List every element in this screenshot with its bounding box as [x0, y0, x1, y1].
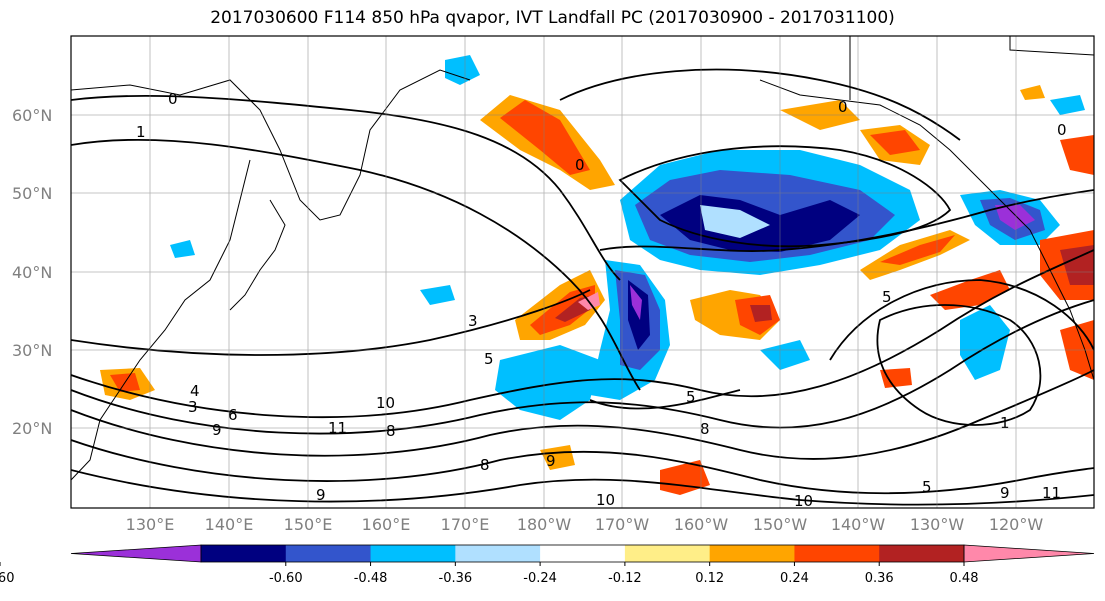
lon-label: 130°W	[910, 515, 965, 534]
contour-label: 9	[1000, 484, 1010, 502]
contour-label: 0	[168, 90, 178, 108]
lon-label: 140°W	[831, 515, 886, 534]
colorbar-tick-label: -0.48	[354, 571, 388, 586]
contour-label: 10	[794, 492, 813, 510]
colorbar-tick-label: 0.60	[0, 571, 14, 586]
colorbar-outline	[200, 544, 965, 563]
map-frame	[70, 35, 1095, 509]
contour-label: 5	[922, 478, 932, 496]
contour-label: 9	[546, 452, 556, 470]
colorbar-segment	[540, 545, 626, 562]
lat-label: 60°N	[12, 106, 52, 125]
contour-label: 5	[686, 388, 696, 406]
lat-label: 30°N	[12, 341, 52, 360]
contour-label: 0	[1057, 121, 1067, 139]
lon-label: 170°W	[595, 515, 650, 534]
contour-label: 3	[468, 312, 478, 330]
colorbar-tick-label: -0.24	[523, 571, 557, 586]
contour-label: 5	[882, 288, 892, 306]
contour-label: 5	[484, 350, 494, 368]
colorbar-segment	[709, 545, 795, 562]
lon-label: 140°E	[205, 515, 254, 534]
contour-label: 10	[596, 491, 615, 509]
contour-label: 8	[700, 420, 710, 438]
lon-label: 160°W	[674, 515, 729, 534]
colorbar-tick-label: 0.24	[780, 571, 809, 586]
colorbar-tick-label: -0.12	[608, 571, 642, 586]
contour-label-group: 0 1 0 0 0 3 5 4 3 5 6 9 11 8 10 8 9 9 10…	[136, 90, 1067, 510]
contour-label: 3	[188, 398, 198, 416]
contour-label: 4	[190, 382, 200, 400]
contour-label: 0	[838, 98, 848, 116]
lat-label: 50°N	[12, 184, 52, 203]
lat-label: 20°N	[12, 419, 52, 438]
colorbar-segment	[201, 545, 287, 562]
colorbar-segment	[624, 545, 711, 562]
colorbar-tick-label: 0.36	[865, 571, 894, 586]
colorbar-segment	[70, 544, 202, 563]
colorbar-segment	[455, 545, 541, 562]
map-title: 2017030600 F114 850 hPa qvapor, IVT Land…	[210, 8, 895, 28]
lon-label: 120°W	[989, 515, 1044, 534]
colorbar-segment	[879, 545, 965, 562]
colorbar-tick-label: 0.48	[950, 571, 979, 586]
contour-label: 10	[376, 394, 395, 412]
colorbar: -0.60 -0.48 -0.36 -0.24 -0.12 0.12 0.24 0.36 0.4…	[0, 544, 1095, 586]
colorbar-segment	[794, 545, 880, 562]
longitude-labels: 130°E 140°E 150°E 160°E 170°E 180°W 170°…	[126, 515, 1044, 534]
lon-label: 150°E	[284, 515, 333, 534]
ivt-contours	[71, 68, 1094, 506]
colorbar-tick-label: 0.12	[695, 571, 724, 586]
lon-label: 160°E	[362, 515, 411, 534]
contour-label: 8	[480, 456, 490, 474]
contour-label: 8	[386, 422, 396, 440]
colorbar-tick-label: -0.60	[269, 571, 303, 586]
colorbar-segment	[370, 545, 456, 562]
lon-label: 170°E	[441, 515, 490, 534]
latitude-labels: 60°N 50°N 40°N 30°N 20°N	[12, 106, 52, 438]
colorbar-segment	[963, 544, 1095, 563]
contour-label: 9	[316, 486, 326, 504]
contour-label: 1	[1000, 414, 1010, 432]
contour-label: 9	[212, 421, 222, 439]
contour-label: 1	[136, 123, 146, 141]
colorbar-tick-label: -0.36	[439, 571, 473, 586]
colorbar-segment	[285, 545, 372, 562]
contour-label: 0	[575, 156, 585, 174]
lon-label: 180°W	[517, 515, 572, 534]
contour-label: 6	[228, 406, 238, 424]
map-gridlines	[71, 36, 1094, 508]
lon-label: 130°E	[126, 515, 175, 534]
contour-label: 11	[1042, 484, 1061, 502]
lat-label: 40°N	[12, 263, 52, 282]
lon-label: 150°W	[753, 515, 808, 534]
